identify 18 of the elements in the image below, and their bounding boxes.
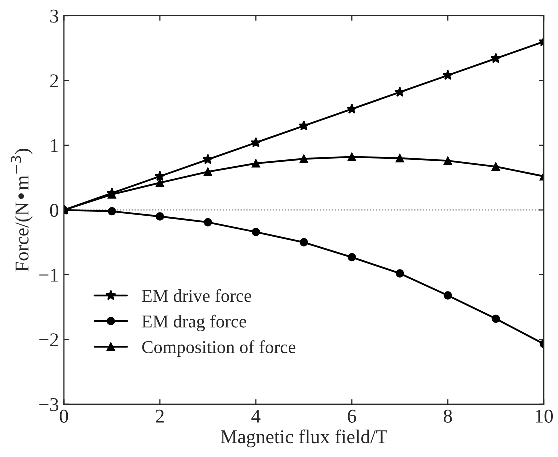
- legend-label: EM drag force: [142, 314, 246, 332]
- x-tick-label: 8: [444, 410, 452, 423]
- legend-label: EM drive force: [142, 289, 252, 302]
- x-tick-label: 0: [60, 410, 68, 423]
- y-tick-label: −1: [40, 268, 58, 282]
- x-axis-title: Magnetic flux field/T: [220, 430, 388, 448]
- y-axis-title: Force/(N•m$^{−3}$): [11, 149, 33, 272]
- y-tick-label: 0: [50, 204, 59, 218]
- legend-label: Composition of force: [142, 340, 296, 358]
- y-tick-label: 2: [50, 74, 58, 88]
- y-tick-label: −2: [40, 334, 58, 346]
- y-tick-label: 1: [51, 139, 58, 152]
- x-tick-label: 10: [536, 410, 554, 423]
- x-tick-label: 6: [348, 410, 356, 423]
- x-tick-label: 4: [252, 410, 261, 423]
- x-tick-label: 2: [156, 410, 164, 423]
- y-tick-label: −3: [40, 398, 59, 412]
- y-tick-label: 3: [50, 10, 59, 23]
